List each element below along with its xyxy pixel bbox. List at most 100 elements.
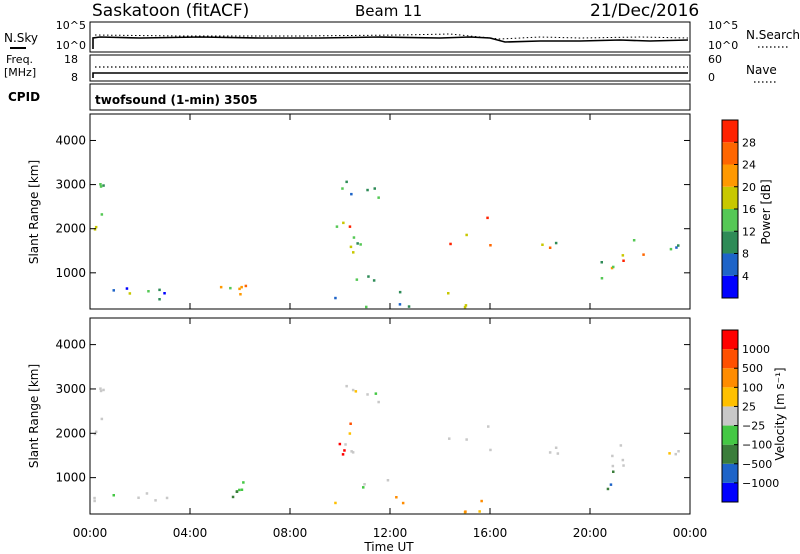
echo-cell xyxy=(102,184,105,187)
echo-cell xyxy=(244,284,248,288)
echo-cell xyxy=(398,290,402,294)
echo-cell xyxy=(125,287,129,290)
colorbar-tick-label: 24 xyxy=(742,159,756,172)
echo-cell xyxy=(398,303,402,306)
echo-cell xyxy=(407,305,411,308)
nsearch-label: N.Search xyxy=(746,28,800,42)
velocity-ylabel: Slant Range [km] xyxy=(27,364,41,468)
colorbar-swatch xyxy=(722,368,738,388)
echo-cell xyxy=(489,244,492,247)
y-tick-label: 2000 xyxy=(55,426,86,440)
colorbar-tick-label: 25 xyxy=(742,400,756,413)
nsky-tick-top: 10^5 xyxy=(56,19,86,32)
echo-cell xyxy=(366,393,369,396)
echo-cell xyxy=(334,501,337,505)
nsearch-line xyxy=(94,33,689,40)
y-tick-label: 4000 xyxy=(55,133,86,147)
date-title: 21/Dec/2016 xyxy=(590,1,699,21)
freq-label-1: Freq. xyxy=(6,53,33,66)
echo-cell xyxy=(238,488,241,492)
echo-cell xyxy=(100,213,104,216)
power-y-axis: 1000 2000 3000 4000 xyxy=(55,133,690,280)
colorbar-swatch xyxy=(722,120,738,143)
echo-cell xyxy=(334,296,337,300)
echo-cell xyxy=(365,305,368,309)
power-panel: 1000 2000 3000 4000 Slant Range [km] 4 8 12 16… xyxy=(27,113,773,310)
echo-cell xyxy=(112,289,115,292)
echo-cell xyxy=(668,452,671,455)
echo-cell xyxy=(373,187,376,190)
echo-cell xyxy=(348,432,352,435)
echo-cell xyxy=(238,287,241,291)
x-axis-label: Time UT xyxy=(363,540,414,554)
nsky-line xyxy=(92,36,689,49)
echo-cell xyxy=(231,495,235,499)
echo-cell xyxy=(351,388,355,392)
colorbar-tick-label: 4 xyxy=(742,270,749,283)
echo-cell xyxy=(448,437,451,440)
freq-panel: Freq. [MHz] 18 8 60 0 Nave CPID xyxy=(4,53,777,104)
y-tick-label: 1000 xyxy=(55,266,86,280)
power-colorbar-label: Power [dB] xyxy=(759,179,773,244)
echo-cell xyxy=(342,221,345,225)
colorbar-tick-label: 500 xyxy=(742,362,763,375)
power-echoes xyxy=(93,180,680,309)
y-tick-label: 1000 xyxy=(55,471,86,485)
echo-cell xyxy=(612,470,615,473)
freq-tick-bottom: 8 xyxy=(71,71,78,84)
echo-cell xyxy=(345,384,348,388)
velocity-colorbar-label: Velocity [m s⁻¹] xyxy=(773,367,787,460)
x-tick-label: 12:00 xyxy=(373,526,408,540)
echo-cell xyxy=(350,192,353,196)
freq-tick-top: 18 xyxy=(64,53,78,66)
echo-cell xyxy=(137,496,140,499)
echo-cell xyxy=(556,452,560,455)
echo-cell xyxy=(611,454,614,458)
velocity-echoes xyxy=(93,384,680,514)
y-tick-label: 3000 xyxy=(55,382,86,396)
echo-cell xyxy=(112,494,115,497)
echo-cell xyxy=(548,451,552,454)
colorbar-swatch xyxy=(722,349,738,369)
nsearch-tick-bottom: 10^0 xyxy=(708,39,738,52)
power-colorbar: 4 8 12 16 20 24 28 xyxy=(721,119,756,299)
echo-cell xyxy=(158,298,161,301)
echo-cell xyxy=(356,242,359,245)
echo-cell xyxy=(359,243,362,246)
colorbar-swatch xyxy=(722,387,738,407)
echo-cell xyxy=(541,243,544,246)
x-tick-label: 16:00 xyxy=(473,526,508,540)
colorbar-tick-label: 8 xyxy=(742,248,749,261)
colorbar-tick-label: −1000 xyxy=(742,477,779,490)
echo-cell xyxy=(349,422,352,425)
echo-cell xyxy=(447,292,450,295)
echo-cell xyxy=(349,245,353,249)
echo-cell xyxy=(611,464,615,468)
colorbar-swatch xyxy=(722,425,738,445)
echo-cell xyxy=(366,188,369,192)
echo-cell xyxy=(675,246,678,249)
echo-cell xyxy=(93,499,96,503)
cpid-label: CPID xyxy=(8,90,40,104)
echo-cell xyxy=(93,228,97,231)
freq-line xyxy=(92,72,688,78)
colorbar-swatch xyxy=(722,406,738,426)
echo-cell xyxy=(229,286,232,290)
colorbar-tick-label: 28 xyxy=(742,136,756,149)
echo-cell xyxy=(487,425,490,428)
echo-cell xyxy=(622,259,625,262)
echo-cell xyxy=(386,479,390,482)
echo-cell xyxy=(669,247,673,251)
echo-cell xyxy=(677,450,680,453)
colorbar-frame xyxy=(721,329,739,503)
x-tick-label: 04:00 xyxy=(173,526,208,540)
echo-cell xyxy=(352,251,355,254)
echo-cell xyxy=(145,492,149,495)
echo-cell xyxy=(351,451,355,454)
echo-cell xyxy=(93,432,97,436)
echo-cell xyxy=(94,225,98,229)
nave-label: Nave xyxy=(746,63,777,77)
echo-cell xyxy=(94,430,98,433)
echo-cell xyxy=(489,448,492,452)
echo-cell xyxy=(154,499,157,502)
